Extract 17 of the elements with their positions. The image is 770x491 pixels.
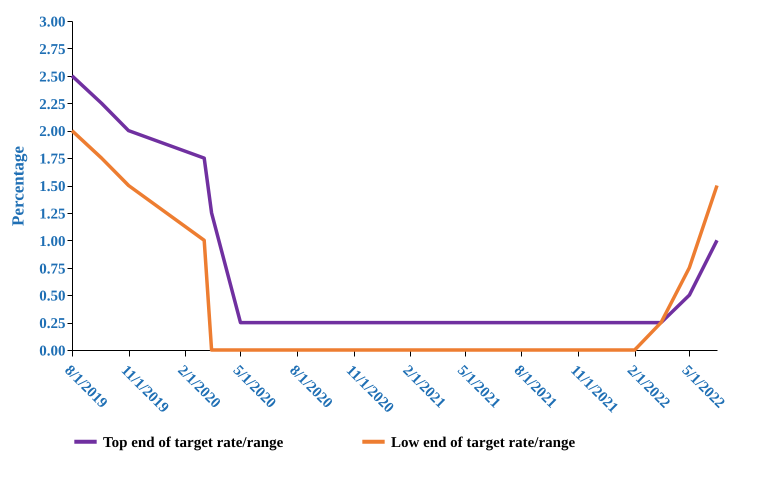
y-tick-label: 1.75 <box>39 152 66 168</box>
line-series <box>70 74 719 324</box>
y-tick-label: 3.00 <box>39 14 66 30</box>
y-tick-label: 2.50 <box>39 69 66 86</box>
y-tick-label: 1.00 <box>39 234 66 250</box>
y-tick-label: 1.25 <box>39 206 66 222</box>
legend-label: Low end of target rate/range <box>391 434 576 451</box>
y-axis-title: Percentage <box>8 146 28 226</box>
y-tick-label: 0.25 <box>39 316 66 332</box>
y-tick-label: 2.75 <box>39 42 66 58</box>
legend-label: Top end of target rate/range <box>103 434 284 451</box>
y-tick-label: 2.25 <box>39 96 66 113</box>
y-tick-label: 2.00 <box>39 124 66 140</box>
y-tick-label: 0.50 <box>39 288 66 305</box>
y-tick-label: 1.50 <box>39 179 66 195</box>
y-tick-label: 0.75 <box>39 261 66 278</box>
y-tick-label: 0.00 <box>39 344 66 360</box>
